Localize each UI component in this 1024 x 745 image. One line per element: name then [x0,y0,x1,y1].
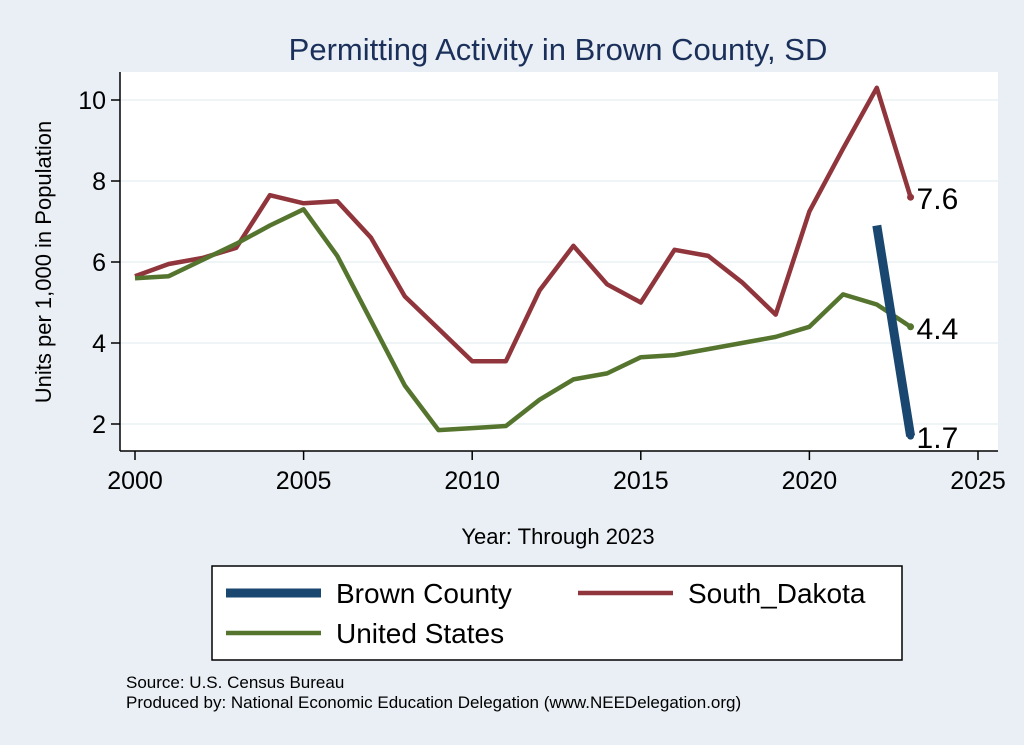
y-tick-label: 6 [92,249,106,277]
legend: Brown County South_Dakota United States [211,565,903,661]
end-label-united-states: 4.4 [917,313,959,346]
legend-items: Brown County South_Dakota United States [226,578,866,649]
x-axis-label: Year: Through 2023 [461,524,654,549]
end-label-brown-county: 1.7 [917,422,959,455]
legend-label-brown-county: Brown County [336,578,512,609]
producer-note: Produced by: National Economic Education… [126,693,742,712]
y-tick-label: 4 [92,330,106,358]
y-tick-label: 8 [92,168,106,196]
legend-label-united-states: United States [336,618,504,649]
x-tick-label: 2025 [950,467,1006,495]
source-note: Source: U.S. Census Bureau [126,673,345,692]
axes: 2 4 6 8 10 2000 2005 2010 2015 2020 2025 [78,72,1006,495]
chart-title: Permitting Activity in Brown County, SD [289,32,828,67]
x-tick-label: 2000 [107,467,163,495]
x-tick-label: 2010 [444,467,500,495]
series-endpoint-south-dakota [907,193,915,201]
y-tick-label: 10 [78,87,106,115]
end-labels: 7.6 4.4 1.7 [917,183,959,455]
series-line-united-states [134,207,912,433]
series-endpoint-brown-county [907,432,915,440]
y-tick-label: 2 [92,411,106,439]
series-line-south-dakota [134,85,913,364]
x-tick-label: 2020 [782,467,838,495]
x-tick-label: 2015 [613,467,669,495]
legend-label-south-dakota: South_Dakota [688,578,866,609]
y-axis-label: Units per 1,000 in Population [31,121,56,404]
x-tick-label: 2005 [276,467,332,495]
series-endpoint-united-states [907,323,915,331]
legend-box [211,565,903,661]
series-layer [134,85,916,440]
end-label-south-dakota: 7.6 [917,183,959,216]
series-line-brown-county [872,224,916,437]
